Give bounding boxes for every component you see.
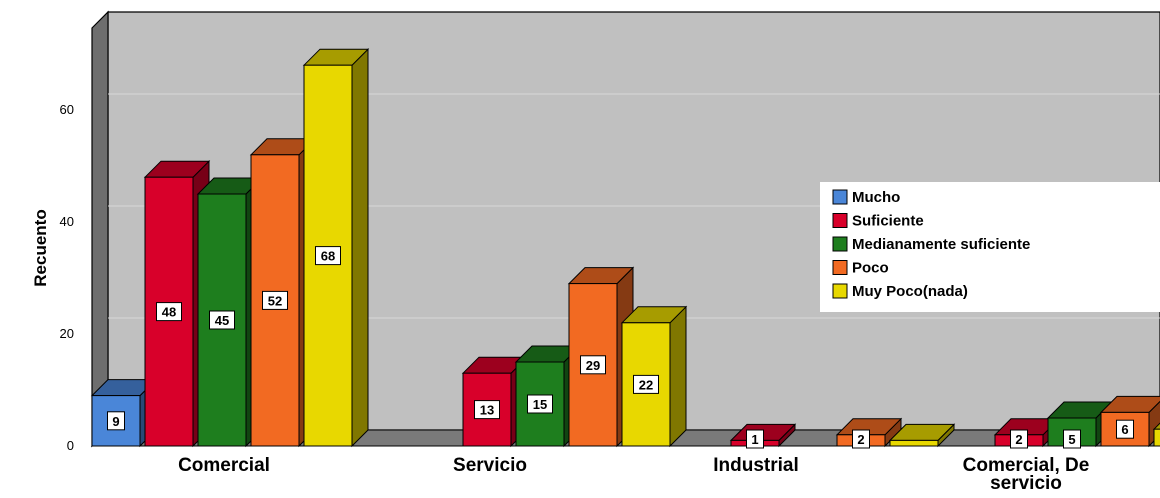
category-label: Comercial — [178, 455, 270, 476]
data-label: 52 — [268, 293, 282, 308]
bar — [888, 423, 956, 448]
legend: Mucho Suficiente Medianamente suficiente Po… — [820, 182, 1160, 312]
bar: 3 — [1152, 422, 1160, 447]
legend-label: Muy Poco(nada) — [852, 283, 968, 300]
legend-box — [820, 182, 1160, 312]
data-label-box — [156, 302, 182, 322]
y-tick-label: 60 — [60, 102, 74, 117]
category-label: Comercial, De servicio — [963, 455, 1090, 494]
data-label: 22 — [639, 377, 653, 392]
data-label-box — [633, 374, 659, 394]
data-label-box — [527, 394, 553, 414]
data-label: 48 — [162, 305, 176, 320]
bar: 1 — [729, 423, 797, 449]
legend-label: Poco — [852, 260, 889, 277]
y-tick-label: 40 — [60, 214, 74, 229]
legend-swatch — [832, 189, 848, 205]
data-label: 15 — [533, 397, 547, 412]
data-label-box — [1116, 419, 1134, 439]
legend-item: Poco — [832, 260, 889, 277]
legend-swatch — [832, 283, 848, 299]
bar-side — [351, 47, 369, 448]
bar-front — [1153, 428, 1160, 447]
data-label-box — [209, 310, 235, 330]
y-axis-label: Recuento — [31, 209, 50, 286]
y-tick-label: 0 — [67, 438, 74, 453]
legend-label: Mucho — [852, 189, 900, 206]
legend-item: Mucho — [832, 189, 900, 206]
bar: 22 — [620, 305, 688, 448]
legend-swatch — [832, 260, 848, 275]
bar: 6 — [1099, 395, 1160, 448]
data-label: 13 — [480, 403, 494, 418]
data-label-box — [746, 429, 764, 449]
data-label: 68 — [321, 249, 335, 264]
data-label: 6 — [1121, 422, 1128, 437]
y-tick-label: 20 — [60, 326, 74, 341]
legend-label: Medianamente suficiente — [852, 236, 1030, 253]
bar: 68 — [302, 47, 370, 448]
data-label: 29 — [586, 358, 600, 373]
legend-item: Suficiente — [832, 213, 924, 230]
legend-label: Suficiente — [852, 213, 924, 230]
data-label-box — [262, 290, 288, 310]
category-labels: Comercial Servicio Industrial Comercial, De… — [178, 455, 1089, 494]
side-wall — [91, 10, 109, 448]
data-label-box — [1010, 429, 1028, 449]
legend-swatch — [832, 213, 848, 228]
data-label-box — [1063, 429, 1081, 449]
bar-top — [1152, 422, 1160, 430]
data-label-box — [852, 429, 870, 449]
data-label: 1 — [751, 432, 758, 447]
bar-side — [669, 305, 687, 448]
data-label-box — [474, 400, 500, 420]
bar-front — [889, 439, 939, 447]
data-label: 2 — [1015, 432, 1022, 447]
data-label-box — [580, 355, 606, 375]
legend-item: Muy Poco(nada) — [832, 283, 968, 300]
y-axis-ticks: 0 20 40 60 — [60, 102, 74, 453]
legend-item: Medianamente suficiente — [832, 236, 1030, 253]
data-label-box — [107, 411, 125, 431]
bars: 9 48 13 1 2 45 15 5 52 29 2 6 68 22 3 — [90, 47, 1160, 449]
category-label: Servicio — [453, 455, 527, 476]
data-label: 9 — [112, 414, 119, 429]
data-label: 2 — [857, 432, 864, 447]
data-label-box — [315, 246, 341, 266]
category-label: Industrial — [713, 455, 799, 476]
data-label: 45 — [215, 313, 229, 328]
legend-swatch — [832, 236, 848, 252]
bar-front — [515, 361, 565, 447]
data-label: 5 — [1068, 432, 1075, 447]
